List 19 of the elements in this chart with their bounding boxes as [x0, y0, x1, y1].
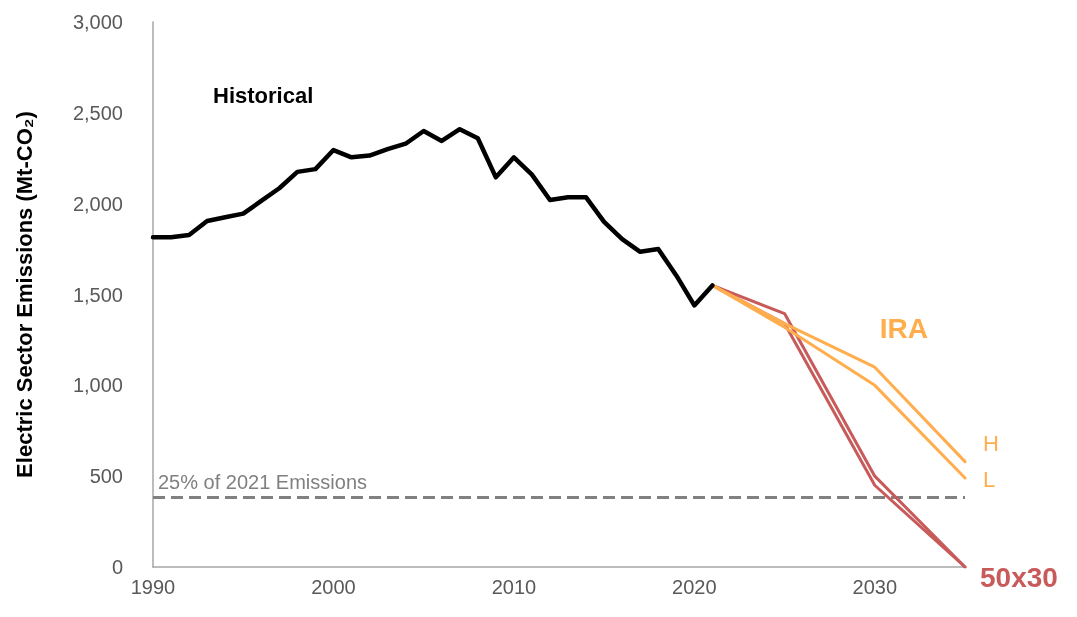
y-tick-label: 2,000 — [72, 192, 123, 215]
x-tick-label: 2020 — [672, 576, 717, 598]
y-tick-label: 0 — [111, 556, 123, 578]
annotation: Historical — [213, 82, 314, 108]
y-tick-label: 2,500 — [72, 101, 123, 124]
x-tick-label: 2000 — [311, 576, 356, 598]
x-tick-label: 2010 — [491, 576, 537, 598]
y-tick-label: 3,000 — [72, 11, 123, 33]
ref-line-label: 25% of 2021 Emissions — [158, 471, 368, 494]
y-tick-label: 1,000 — [72, 374, 123, 397]
y-tick-label: 500 — [89, 465, 123, 488]
x-tick-label: 2030 — [852, 576, 898, 598]
series-label: L — [983, 467, 996, 493]
series-label: H — [983, 431, 999, 457]
x-tick-label: 1990 — [130, 576, 176, 598]
annotation: IRA — [879, 312, 929, 344]
annotation: 50x30 — [980, 561, 1058, 593]
y-axis-title: Electric Sector Emissions (Mt-CO₂) — [11, 111, 37, 478]
y-tick-label: 1,500 — [72, 283, 123, 306]
